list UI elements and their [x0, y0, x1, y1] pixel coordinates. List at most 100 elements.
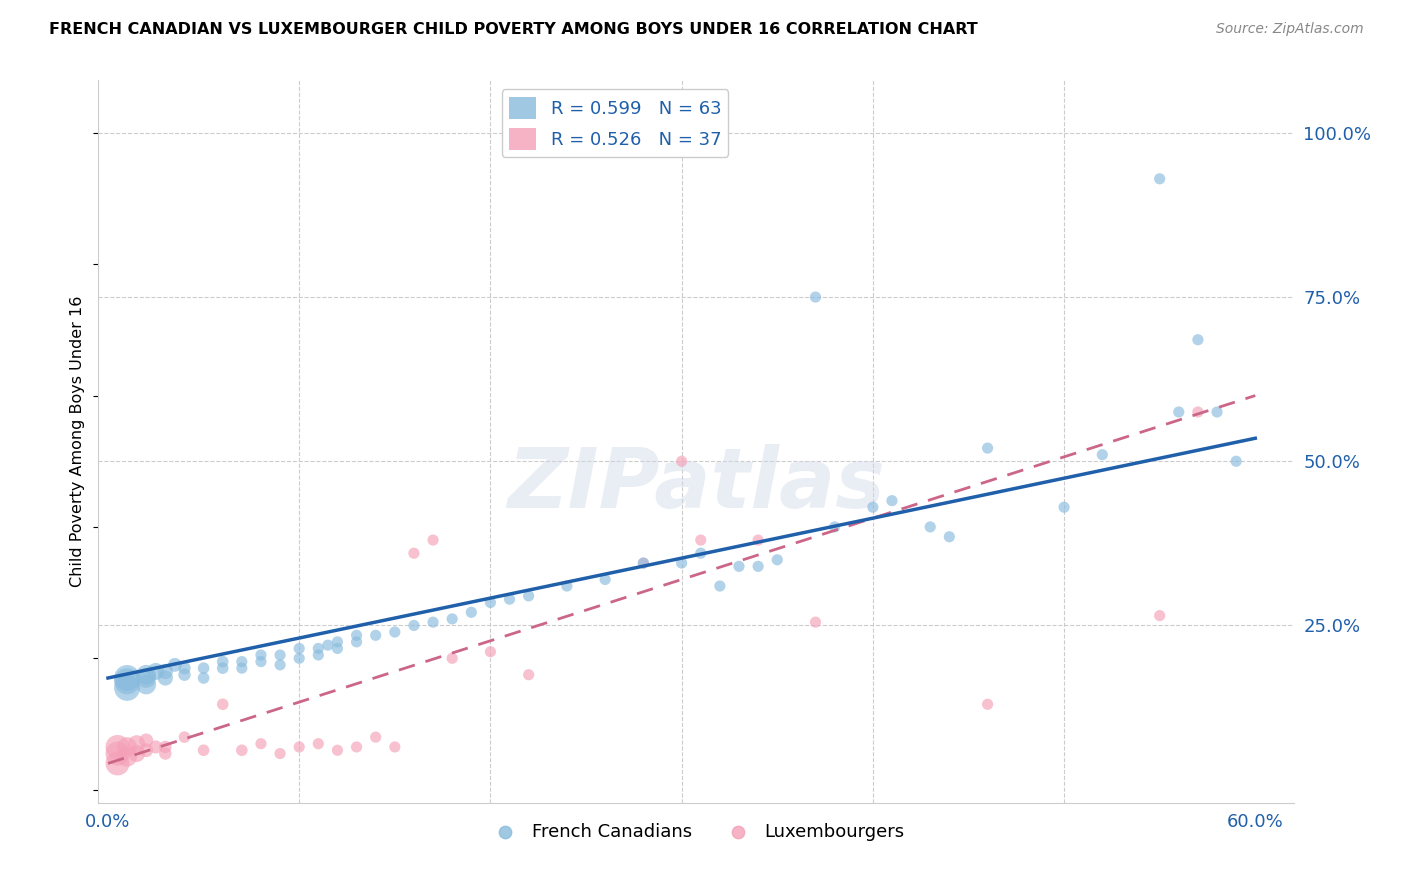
Point: [135, 743, 157, 757]
Point: [173, 730, 195, 744]
Point: [269, 648, 291, 662]
Point: [135, 667, 157, 681]
Point: [135, 677, 157, 691]
Point: [804, 615, 827, 630]
Point: [1225, 454, 1247, 468]
Point: [250, 655, 273, 669]
Point: [145, 665, 167, 679]
Point: [211, 655, 233, 669]
Point: [173, 667, 195, 681]
Point: [107, 756, 129, 771]
Point: [1053, 500, 1076, 515]
Point: [384, 625, 406, 640]
Point: [976, 698, 998, 712]
Point: [155, 665, 177, 679]
Point: [938, 530, 960, 544]
Point: [747, 559, 769, 574]
Point: [211, 661, 233, 675]
Point: [422, 615, 444, 630]
Text: Source: ZipAtlas.com: Source: ZipAtlas.com: [1216, 22, 1364, 37]
Point: [460, 605, 482, 619]
Point: [269, 747, 291, 761]
Point: [135, 733, 157, 747]
Point: [288, 739, 311, 754]
Point: [307, 737, 329, 751]
Point: [1167, 405, 1189, 419]
Point: [163, 657, 186, 672]
Point: [231, 743, 253, 757]
Point: [125, 737, 148, 751]
Point: [107, 747, 129, 761]
Point: [1206, 405, 1229, 419]
Point: [593, 573, 616, 587]
Point: [402, 618, 425, 632]
Point: [1091, 448, 1114, 462]
Point: [346, 739, 368, 754]
Point: [920, 520, 942, 534]
Point: [555, 579, 578, 593]
Point: [364, 628, 387, 642]
Point: [384, 739, 406, 754]
Point: [747, 533, 769, 547]
Point: [402, 546, 425, 560]
Point: [326, 641, 349, 656]
Point: [1187, 405, 1209, 419]
Point: [326, 743, 349, 757]
Point: [766, 553, 789, 567]
Point: [193, 661, 215, 675]
Point: [479, 595, 502, 609]
Point: [1187, 333, 1209, 347]
Point: [1149, 171, 1171, 186]
Point: [709, 579, 731, 593]
Point: [231, 655, 253, 669]
Point: [193, 671, 215, 685]
Point: [125, 747, 148, 761]
Point: [155, 739, 177, 754]
Point: [441, 651, 464, 665]
Point: [671, 556, 693, 570]
Point: [728, 559, 751, 574]
Point: [633, 556, 655, 570]
Point: [307, 641, 329, 656]
Point: [326, 635, 349, 649]
Point: [422, 533, 444, 547]
Point: [115, 681, 138, 695]
Point: [307, 648, 329, 662]
Point: [288, 651, 311, 665]
Point: [346, 635, 368, 649]
Point: [115, 671, 138, 685]
Point: [316, 638, 339, 652]
Point: [671, 454, 693, 468]
Point: [364, 730, 387, 744]
Point: [804, 290, 827, 304]
Point: [173, 661, 195, 675]
Point: [193, 743, 215, 757]
Point: [211, 698, 233, 712]
Point: [517, 667, 540, 681]
Point: [115, 674, 138, 689]
Point: [135, 671, 157, 685]
Point: [880, 493, 903, 508]
Point: [231, 661, 253, 675]
Legend: French Canadians, Luxembourgers: French Canadians, Luxembourgers: [479, 815, 912, 848]
Point: [288, 641, 311, 656]
Point: [155, 747, 177, 761]
Point: [115, 749, 138, 764]
Point: [269, 657, 291, 672]
Text: FRENCH CANADIAN VS LUXEMBOURGER CHILD POVERTY AMONG BOYS UNDER 16 CORRELATION CH: FRENCH CANADIAN VS LUXEMBOURGER CHILD PO…: [49, 22, 979, 37]
Point: [155, 671, 177, 685]
Y-axis label: Child Poverty Among Boys Under 16: Child Poverty Among Boys Under 16: [70, 296, 86, 587]
Point: [145, 739, 167, 754]
Point: [107, 739, 129, 754]
Point: [346, 628, 368, 642]
Point: [1149, 608, 1171, 623]
Point: [824, 520, 846, 534]
Point: [250, 737, 273, 751]
Point: [479, 645, 502, 659]
Point: [441, 612, 464, 626]
Point: [250, 648, 273, 662]
Point: [689, 546, 711, 560]
Point: [689, 533, 711, 547]
Point: [498, 592, 520, 607]
Point: [976, 441, 998, 455]
